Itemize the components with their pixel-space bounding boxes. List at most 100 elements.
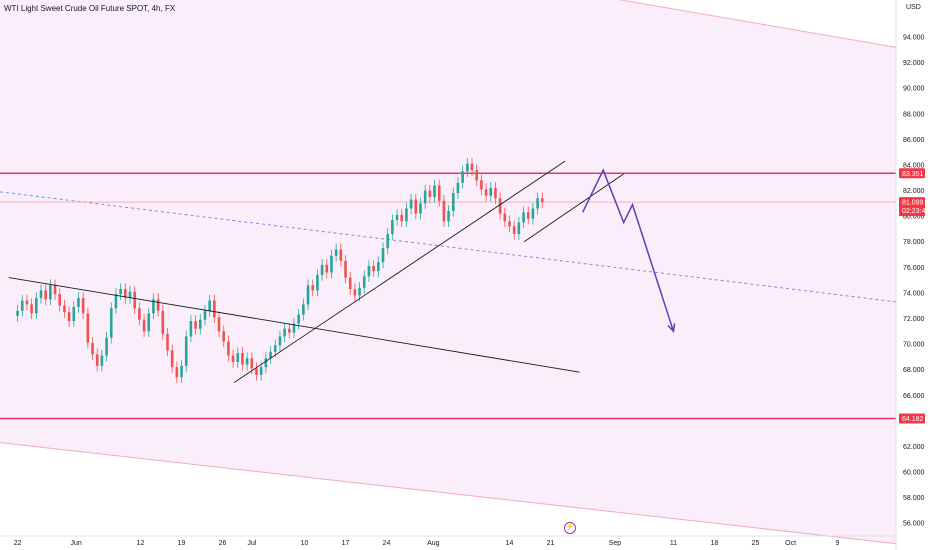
candle[interactable] xyxy=(77,292,80,313)
candle[interactable] xyxy=(35,292,38,320)
candle[interactable] xyxy=(213,294,216,323)
lightning-icon[interactable]: ⚡ xyxy=(564,522,576,534)
candle[interactable] xyxy=(25,294,29,311)
candle[interactable] xyxy=(53,279,57,300)
candle[interactable] xyxy=(367,260,371,283)
candle[interactable] xyxy=(306,279,310,311)
candle[interactable] xyxy=(517,216,521,240)
candle[interactable] xyxy=(456,177,460,199)
candle[interactable] xyxy=(461,165,464,189)
candle[interactable] xyxy=(86,307,90,349)
currency-label[interactable]: USD xyxy=(906,4,921,11)
channel-upper-line[interactable] xyxy=(0,0,897,48)
candle[interactable] xyxy=(498,192,502,220)
candles-layer[interactable] xyxy=(16,157,544,384)
candle[interactable] xyxy=(503,207,507,228)
candle[interactable] xyxy=(217,311,221,338)
candle[interactable] xyxy=(269,346,272,364)
trendline-1[interactable] xyxy=(8,277,580,373)
candle[interactable] xyxy=(142,314,146,338)
candle[interactable] xyxy=(292,317,296,339)
trendline-3[interactable] xyxy=(523,173,624,243)
candle[interactable] xyxy=(419,197,422,220)
candle[interactable] xyxy=(475,164,478,187)
candle[interactable] xyxy=(44,284,47,306)
candle[interactable] xyxy=(255,362,258,381)
candle[interactable] xyxy=(522,206,525,229)
candle[interactable] xyxy=(414,193,418,220)
candle[interactable] xyxy=(447,205,450,228)
candle[interactable] xyxy=(391,214,394,240)
candle[interactable] xyxy=(400,209,404,228)
candle[interactable] xyxy=(316,269,319,297)
candle[interactable] xyxy=(334,243,338,262)
candle[interactable] xyxy=(245,352,249,371)
candle[interactable] xyxy=(189,315,193,343)
candle[interactable] xyxy=(152,293,155,320)
candle[interactable] xyxy=(222,325,226,348)
candle[interactable] xyxy=(344,255,347,284)
candle[interactable] xyxy=(531,202,535,225)
candle[interactable] xyxy=(372,260,375,277)
candle[interactable] xyxy=(540,192,544,208)
candle[interactable] xyxy=(377,256,380,277)
projection-layer[interactable] xyxy=(582,168,676,333)
candle[interactable] xyxy=(166,328,169,357)
candle[interactable] xyxy=(442,195,446,228)
candle[interactable] xyxy=(451,187,455,217)
candle[interactable] xyxy=(526,206,530,225)
candle[interactable] xyxy=(39,284,43,304)
candle[interactable] xyxy=(128,285,132,304)
candle[interactable] xyxy=(175,361,179,384)
candle[interactable] xyxy=(358,282,361,302)
candle[interactable] xyxy=(536,192,539,215)
candle[interactable] xyxy=(58,288,62,312)
candle[interactable] xyxy=(353,283,357,302)
candle[interactable] xyxy=(484,183,488,202)
candle[interactable] xyxy=(264,352,268,373)
candle[interactable] xyxy=(109,302,113,344)
candle[interactable] xyxy=(67,306,71,327)
candle[interactable] xyxy=(208,294,211,317)
candle[interactable] xyxy=(124,283,127,304)
candle[interactable] xyxy=(49,279,52,306)
candle[interactable] xyxy=(198,314,202,335)
projection-path[interactable] xyxy=(582,168,675,332)
candle[interactable] xyxy=(241,347,244,371)
candle[interactable] xyxy=(339,243,343,267)
candle[interactable] xyxy=(236,347,240,368)
candle[interactable] xyxy=(105,331,108,362)
candle[interactable] xyxy=(30,298,33,320)
candle[interactable] xyxy=(494,182,497,204)
candle[interactable] xyxy=(405,202,408,228)
candle[interactable] xyxy=(20,294,24,317)
candle[interactable] xyxy=(147,307,151,338)
candle[interactable] xyxy=(91,337,94,361)
candle[interactable] xyxy=(325,259,329,279)
candle[interactable] xyxy=(428,184,432,203)
candle[interactable] xyxy=(231,349,235,368)
candle[interactable] xyxy=(156,293,160,317)
candle[interactable] xyxy=(194,315,197,335)
candle[interactable] xyxy=(320,259,324,281)
candle[interactable] xyxy=(348,271,352,295)
candle[interactable] xyxy=(512,220,516,240)
candle[interactable] xyxy=(330,250,333,279)
trendline-2[interactable] xyxy=(233,160,566,383)
candle[interactable] xyxy=(283,322,286,343)
candle[interactable] xyxy=(100,349,104,372)
candle[interactable] xyxy=(184,330,188,372)
candle[interactable] xyxy=(161,305,165,340)
candle[interactable] xyxy=(180,360,183,384)
candle[interactable] xyxy=(95,348,99,372)
candle[interactable] xyxy=(466,157,469,178)
candle[interactable] xyxy=(381,242,385,268)
candle[interactable] xyxy=(81,292,85,320)
candle[interactable] xyxy=(409,193,413,215)
candle[interactable] xyxy=(227,335,230,362)
candle[interactable] xyxy=(287,322,291,339)
channel-midline[interactable] xyxy=(0,191,897,303)
candle[interactable] xyxy=(395,209,399,226)
candle[interactable] xyxy=(133,285,136,315)
